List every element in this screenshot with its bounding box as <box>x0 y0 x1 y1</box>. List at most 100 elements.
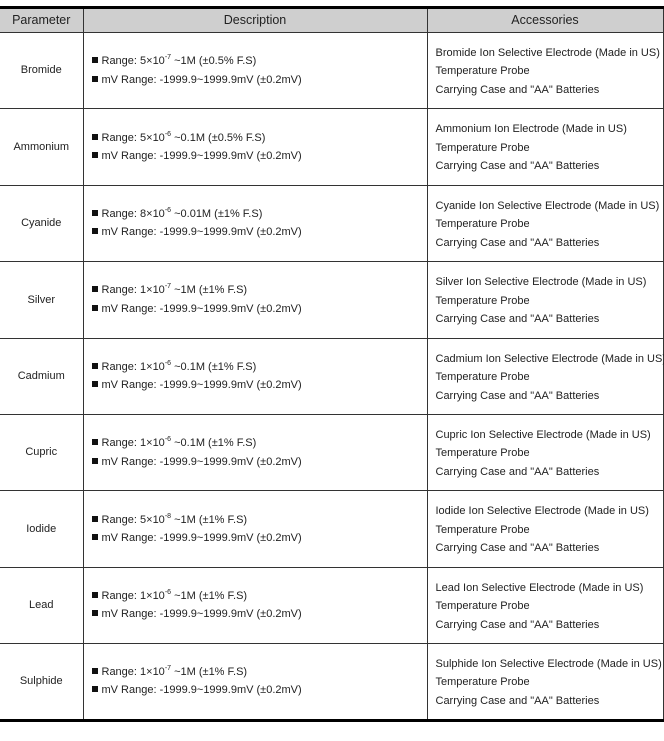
bullet-icon <box>91 439 98 446</box>
accessory-item: Iodide Ion Selective Electrode (Made in … <box>435 505 649 518</box>
accessory-item: Bromide Ion Selective Electrode (Made in… <box>435 46 660 59</box>
header-parameter: Parameter <box>0 6 84 33</box>
mv-range-line: mV Range: -1999.9~1999.9mV (±0.2mV) <box>91 376 427 395</box>
range-suffix: ~1M (±1% F.S) <box>171 284 248 297</box>
range-line: Range: 1×10-7 ~1M (±1% F.S) <box>91 281 427 300</box>
range-suffix: ~1M (±1% F.S) <box>171 513 248 526</box>
bullet-icon <box>91 133 98 140</box>
mv-range-line: mV Range: -1999.9~1999.9mV (±0.2mV) <box>91 223 427 242</box>
range-line: Range: 5×10-7 ~1M (±0.5% F.S) <box>91 52 427 71</box>
accessory-item: Temperature Probe <box>435 141 530 154</box>
bullet-icon <box>91 515 98 522</box>
accessory-item: Carrying Case and "AA" Batteries <box>435 465 600 478</box>
range-prefix: Range: 1×10 <box>101 589 165 602</box>
parameter-cell: Cupric <box>0 413 84 492</box>
header-accessories: Accessories <box>426 6 664 33</box>
mv-range-line: mV Range: -1999.9~1999.9mV (±0.2mV) <box>91 453 427 472</box>
parameter-cell: Sulphide <box>0 643 84 722</box>
bullet-icon <box>91 209 98 216</box>
range-prefix: Range: 1×10 <box>101 360 165 373</box>
range-suffix: ~0.1M (±1% F.S) <box>171 437 257 450</box>
mv-range-line: mV Range: -1999.9~1999.9mV (±0.2mV) <box>91 71 427 90</box>
mv-range-line: mV Range: -1999.9~1999.9mV (±0.2mV) <box>91 300 427 319</box>
bullet-icon <box>91 457 98 464</box>
description-cell: Range: 1×10-7 ~1M (±1% F.S) mV Range: -19… <box>82 261 428 339</box>
range-prefix: Range: 8×10 <box>101 207 165 220</box>
accessories-cell: Cyanide Ion Selective Electrode (Made in… <box>426 184 664 263</box>
header-description: Description <box>82 6 428 33</box>
bullet-icon <box>91 57 98 64</box>
range-prefix: Range: 5×10 <box>101 513 165 526</box>
accessories-cell: Silver Ion Selective Electrode (Made in … <box>426 261 664 339</box>
range-exponent: -7 <box>164 664 172 672</box>
parameter-cell: Silver <box>0 261 84 339</box>
parameter-cell: Cyanide <box>0 184 84 263</box>
mv-range-text: mV Range: -1999.9~1999.9mV (±0.2mV) <box>101 302 302 315</box>
range-prefix: Range: 1×10 <box>101 437 165 450</box>
accessory-item: Cupric Ion Selective Electrode (Made in … <box>435 428 651 441</box>
accessories-cell: Lead Ion Selective Electrode (Made in US… <box>426 566 664 645</box>
accessory-item: Carrying Case and "AA" Batteries <box>435 694 600 707</box>
accessory-item: Temperature Probe <box>435 218 530 231</box>
parameter-cell: Cadmium <box>0 337 84 415</box>
mv-range-text: mV Range: -1999.9~1999.9mV (±0.2mV) <box>101 379 302 392</box>
bullet-icon <box>91 591 98 598</box>
table-row: Sulphide Range: 1×10-7 ~1M (±1% F.S) mV Ra… <box>0 643 664 722</box>
bullet-icon <box>91 381 98 388</box>
mv-range-text: mV Range: -1999.9~1999.9mV (±0.2mV) <box>101 455 302 468</box>
accessory-item: Silver Ion Selective Electrode (Made in … <box>435 276 647 289</box>
table-row: Silver Range: 1×10-7 ~1M (±1% F.S) mV Rang… <box>0 261 664 339</box>
accessory-item: Carrying Case and "AA" Batteries <box>435 160 600 173</box>
range-exponent: -6 <box>164 130 172 138</box>
range-prefix: Range: 5×10 <box>101 131 165 144</box>
range-exponent: -6 <box>164 588 172 596</box>
accessory-item: Cyanide Ion Selective Electrode (Made in… <box>435 199 660 212</box>
description-cell: Range: 5×10-8 ~1M (±1% F.S) mV Range: -19… <box>82 490 428 568</box>
accessories-cell: Cadmium Ion Selective Electrode (Made in… <box>426 337 664 415</box>
range-suffix: ~0.1M (±0.5% F.S) <box>171 131 266 144</box>
accessory-item: Temperature Probe <box>435 676 530 689</box>
range-line: Range: 5×10-8 ~1M (±1% F.S) <box>91 511 427 530</box>
range-exponent: -6 <box>164 206 172 214</box>
range-line: Range: 1×10-6 ~0.1M (±1% F.S) <box>91 434 427 453</box>
range-exponent: -8 <box>164 512 172 520</box>
range-prefix: Range: 5×10 <box>101 55 165 68</box>
table-row: Cyanide Range: 8×10-6 ~0.01M (±1% F.S) mV … <box>0 184 664 263</box>
mv-range-text: mV Range: -1999.9~1999.9mV (±0.2mV) <box>101 608 302 621</box>
range-suffix: ~1M (±1% F.S) <box>171 589 248 602</box>
range-suffix: ~0.01M (±1% F.S) <box>171 207 263 220</box>
description-cell: Range: 1×10-6 ~0.1M (±1% F.S) mV Range: -… <box>82 337 428 415</box>
accessory-item: Temperature Probe <box>435 294 530 307</box>
range-line: Range: 1×10-6 ~0.1M (±1% F.S) <box>91 358 427 377</box>
range-suffix: ~0.1M (±1% F.S) <box>171 360 257 373</box>
range-prefix: Range: 1×10 <box>101 665 165 678</box>
accessories-cell: Iodide Ion Selective Electrode (Made in … <box>426 490 664 568</box>
accessory-item: Cadmium Ion Selective Electrode (Made in… <box>435 352 664 365</box>
table-row: Iodide Range: 5×10-8 ~1M (±1% F.S) mV Rang… <box>0 490 664 568</box>
mv-range-line: mV Range: -1999.9~1999.9mV (±0.2mV) <box>91 605 427 624</box>
accessory-item: Temperature Probe <box>435 600 530 613</box>
table-row: Bromide Range: 5×10-7 ~1M (±0.5% F.S) mV R… <box>0 31 664 110</box>
description-cell: Range: 1×10-6 ~0.1M (±1% F.S) mV Range: -… <box>82 413 428 492</box>
parameter-table: Parameter Description Accessories Bromid… <box>0 6 664 722</box>
range-suffix: ~1M (±1% F.S) <box>171 665 248 678</box>
description-cell: Range: 5×10-6 ~0.1M (±0.5% F.S) mV Range:… <box>82 108 428 186</box>
range-line: Range: 1×10-7 ~1M (±1% F.S) <box>91 663 427 682</box>
mv-range-line: mV Range: -1999.9~1999.9mV (±0.2mV) <box>91 147 427 166</box>
bullet-icon <box>91 304 98 311</box>
accessory-item: Carrying Case and "AA" Batteries <box>435 542 600 555</box>
accessory-item: Temperature Probe <box>435 523 530 536</box>
mv-range-text: mV Range: -1999.9~1999.9mV (±0.2mV) <box>101 150 302 163</box>
bullet-icon <box>91 75 98 82</box>
mv-range-line: mV Range: -1999.9~1999.9mV (±0.2mV) <box>91 529 427 548</box>
accessories-cell: Sulphide Ion Selective Electrode (Made i… <box>426 643 664 722</box>
range-exponent: -6 <box>164 436 172 444</box>
bullet-icon <box>91 534 98 541</box>
range-line: Range: 8×10-6 ~0.01M (±1% F.S) <box>91 205 427 224</box>
bullet-icon <box>91 286 98 293</box>
range-suffix: ~1M (±0.5% F.S) <box>171 55 257 68</box>
range-line: Range: 5×10-6 ~0.1M (±0.5% F.S) <box>91 129 427 148</box>
range-exponent: -7 <box>164 283 172 291</box>
accessory-item: Carrying Case and "AA" Batteries <box>435 83 600 96</box>
range-prefix: Range: 1×10 <box>101 284 165 297</box>
